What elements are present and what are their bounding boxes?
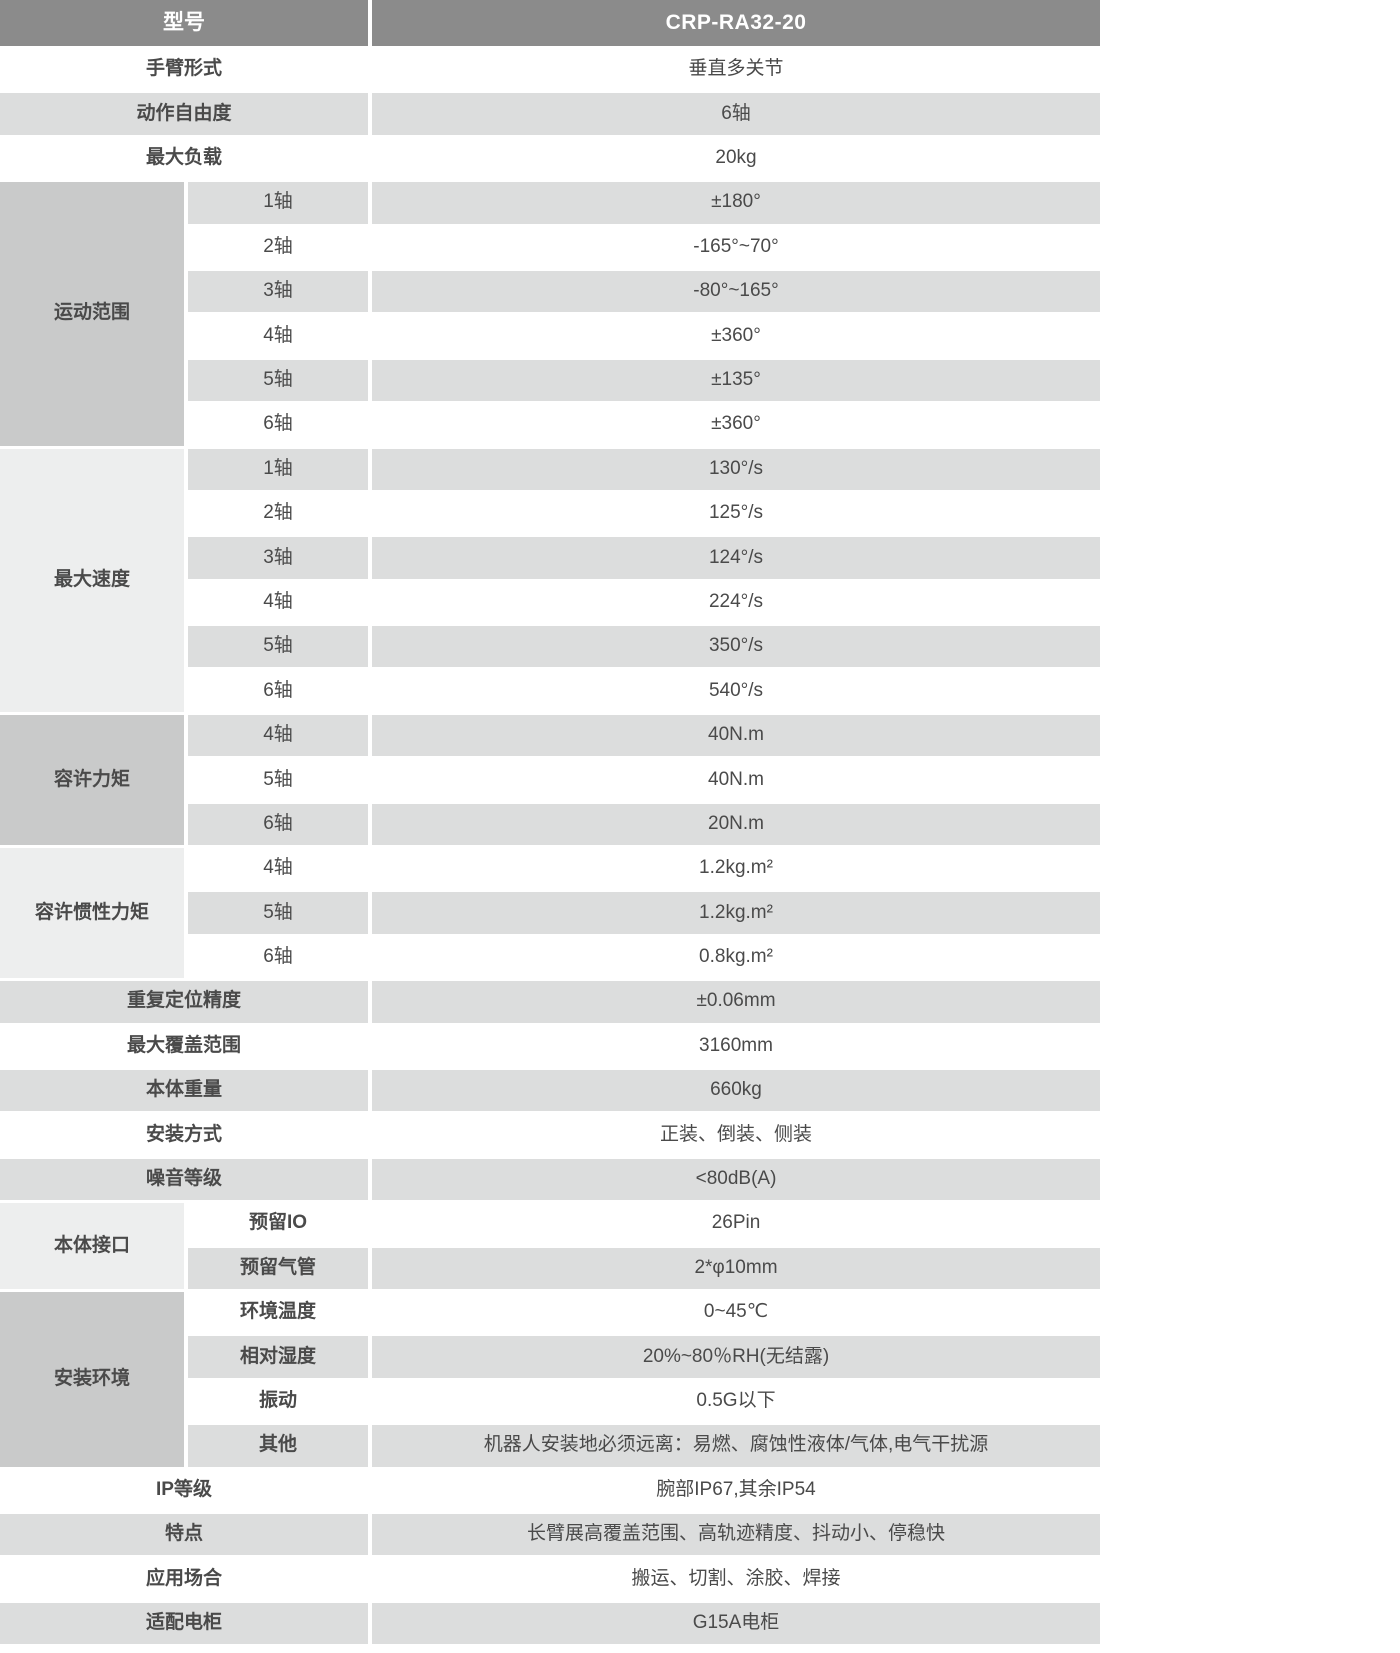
spec-group-label: 本体接口 <box>0 1203 184 1289</box>
spec-value: <80dB(A) <box>372 1158 1100 1201</box>
spec-value: -80°~165° <box>372 270 1100 313</box>
spec-label: 特点 <box>0 1513 368 1556</box>
spec-value: ±360° <box>372 404 1100 446</box>
spec-sub-label: 环境温度 <box>188 1291 368 1334</box>
spec-sub-label: 5轴 <box>188 626 368 668</box>
spec-sub-label: 预留气管 <box>188 1247 368 1289</box>
spec-value: 1.2kg.m² <box>372 892 1100 934</box>
spec-sub-label: 2轴 <box>188 226 368 268</box>
spec-value: G15A电柜 <box>372 1602 1100 1645</box>
spec-sub-label: 5轴 <box>188 759 368 801</box>
spec-table: 型号 CRP-RA32-20 手臂形式 垂直多关节 动作自由度 6轴 最大负载 20kg 运… <box>0 0 1100 1645</box>
spec-value: 660kg <box>372 1069 1100 1112</box>
spec-value: 正装、倒装、侧装 <box>372 1114 1100 1156</box>
spec-label: IP等级 <box>0 1469 368 1511</box>
spec-value: 0.5G以下 <box>372 1380 1100 1423</box>
spec-value: ±135° <box>372 359 1100 402</box>
spec-label: 手臂形式 <box>0 49 368 91</box>
spec-label: 重复定位精度 <box>0 981 368 1023</box>
spec-value: 搬运、切割、涂胶、焊接 <box>372 1558 1100 1600</box>
spec-sub-label: 6轴 <box>188 803 368 846</box>
spec-label: 本体重量 <box>0 1069 368 1112</box>
spec-label: 安装方式 <box>0 1114 368 1156</box>
spec-value: ±0.06mm <box>372 981 1100 1023</box>
spec-sub-label: 振动 <box>188 1380 368 1423</box>
spec-sub-label: 相对湿度 <box>188 1336 368 1378</box>
spec-value: 垂直多关节 <box>372 49 1100 91</box>
spec-label: 最大覆盖范围 <box>0 1025 368 1067</box>
spec-label: 适配电柜 <box>0 1602 368 1645</box>
spec-value: 26Pin <box>372 1203 1100 1245</box>
spec-value: 1.2kg.m² <box>372 848 1100 890</box>
spec-group-label: 容许力矩 <box>0 714 184 846</box>
spec-group-label: 运动范围 <box>0 182 184 446</box>
spec-label: 噪音等级 <box>0 1158 368 1201</box>
spec-sub-label: 4轴 <box>188 848 368 890</box>
spec-sub-label: 3轴 <box>188 537 368 579</box>
spec-value: ±360° <box>372 315 1100 357</box>
spec-value: 0.8kg.m² <box>372 936 1100 979</box>
spec-value: 6轴 <box>372 93 1100 135</box>
spec-sub-label: 6轴 <box>188 936 368 979</box>
spec-label: 动作自由度 <box>0 93 368 135</box>
spec-value: 0~45℃ <box>372 1291 1100 1334</box>
spec-label: 最大负载 <box>0 137 368 180</box>
spec-value: 350°/s <box>372 626 1100 668</box>
spec-group-label: 最大速度 <box>0 448 184 712</box>
spec-sub-label: 2轴 <box>188 492 368 535</box>
spec-sub-label: 5轴 <box>188 892 368 934</box>
spec-group-label: 安装环境 <box>0 1291 184 1467</box>
spec-value: 540°/s <box>372 670 1100 712</box>
spec-sub-label: 3轴 <box>188 270 368 313</box>
model-header-label: 型号 <box>0 0 368 46</box>
spec-sub-label: 1轴 <box>188 182 368 224</box>
spec-sub-label: 1轴 <box>188 448 368 490</box>
spec-value: 40N.m <box>372 759 1100 801</box>
spec-sub-label: 5轴 <box>188 359 368 402</box>
spec-value: 125°/s <box>372 492 1100 535</box>
model-header-value: CRP-RA32-20 <box>372 0 1100 46</box>
spec-sub-label: 6轴 <box>188 670 368 712</box>
spec-value: 长臂展高覆盖范围、高轨迹精度、抖动小、停稳快 <box>372 1513 1100 1556</box>
spec-sub-label: 4轴 <box>188 714 368 757</box>
spec-value: 机器人安装地必须远离：易燃、腐蚀性液体/气体,电气干扰源 <box>372 1425 1100 1467</box>
spec-value: 2*φ10mm <box>372 1247 1100 1289</box>
spec-value: 224°/s <box>372 581 1100 624</box>
spec-value: 腕部IP67,其余IP54 <box>372 1469 1100 1511</box>
spec-sub-label: 4轴 <box>188 581 368 624</box>
spec-sub-label: 预留IO <box>188 1203 368 1245</box>
spec-value: 20%~80％RH(无结露) <box>372 1336 1100 1378</box>
spec-sub-label: 4轴 <box>188 315 368 357</box>
spec-value: 20N.m <box>372 803 1100 846</box>
spec-sub-label: 6轴 <box>188 404 368 446</box>
spec-group-label: 容许惯性力矩 <box>0 848 184 979</box>
spec-value: 40N.m <box>372 714 1100 757</box>
spec-value: 3160mm <box>372 1025 1100 1067</box>
spec-value: -165°~70° <box>372 226 1100 268</box>
spec-label: 应用场合 <box>0 1558 368 1600</box>
spec-value: 20kg <box>372 137 1100 180</box>
spec-value: ±180° <box>372 182 1100 224</box>
spec-sub-label: 其他 <box>188 1425 368 1467</box>
spec-value: 130°/s <box>372 448 1100 490</box>
spec-value: 124°/s <box>372 537 1100 579</box>
